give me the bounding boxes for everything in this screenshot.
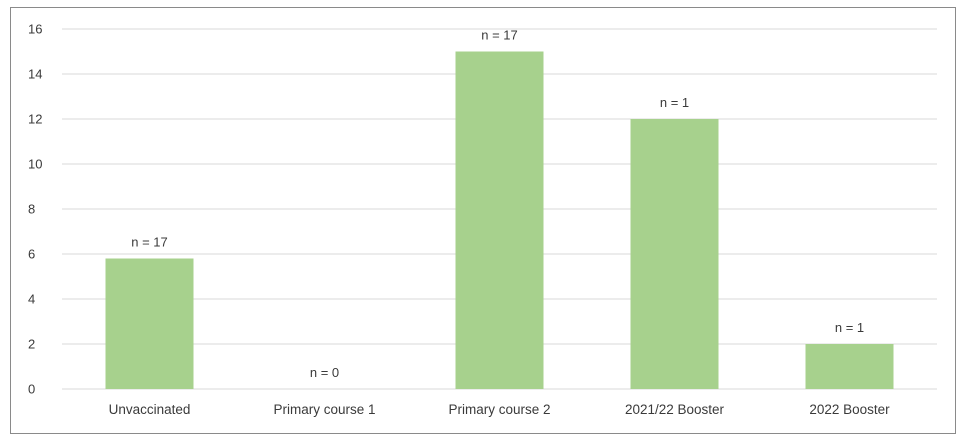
data-label: n = 1 (660, 95, 689, 110)
y-tick-label: 2 (28, 337, 35, 352)
x-axis-categories: Unvaccinated Primary course 1 Primary cour… (109, 402, 891, 417)
y-tick-label: 14 (28, 67, 42, 82)
x-category-label: Primary course 2 (448, 402, 550, 417)
y-tick-label: 16 (28, 22, 42, 37)
y-tick-label: 12 (28, 112, 42, 127)
x-category-label: 2022 Booster (809, 402, 890, 417)
bar (105, 258, 194, 389)
data-label: n = 1 (835, 320, 864, 335)
bar (630, 119, 719, 389)
data-label: n = 0 (310, 365, 339, 380)
y-axis-ticks: 0 2 4 6 8 10 12 14 16 (28, 22, 42, 397)
bar (805, 344, 894, 389)
x-category-label: Primary course 1 (273, 402, 375, 417)
bars (105, 51, 894, 389)
y-tick-label: 0 (28, 382, 35, 397)
y-tick-label: 8 (28, 202, 35, 217)
y-tick-label: 4 (28, 292, 35, 307)
bar (455, 51, 544, 389)
data-labels: n = 17 n = 0 n = 17 n = 1 n = 1 (131, 28, 864, 381)
x-category-label: Unvaccinated (109, 402, 191, 417)
y-tick-label: 6 (28, 247, 35, 262)
x-category-label: 2021/22 Booster (625, 402, 725, 417)
y-tick-label: 10 (28, 157, 42, 172)
data-label: n = 17 (481, 28, 518, 43)
data-label: n = 17 (131, 235, 168, 250)
